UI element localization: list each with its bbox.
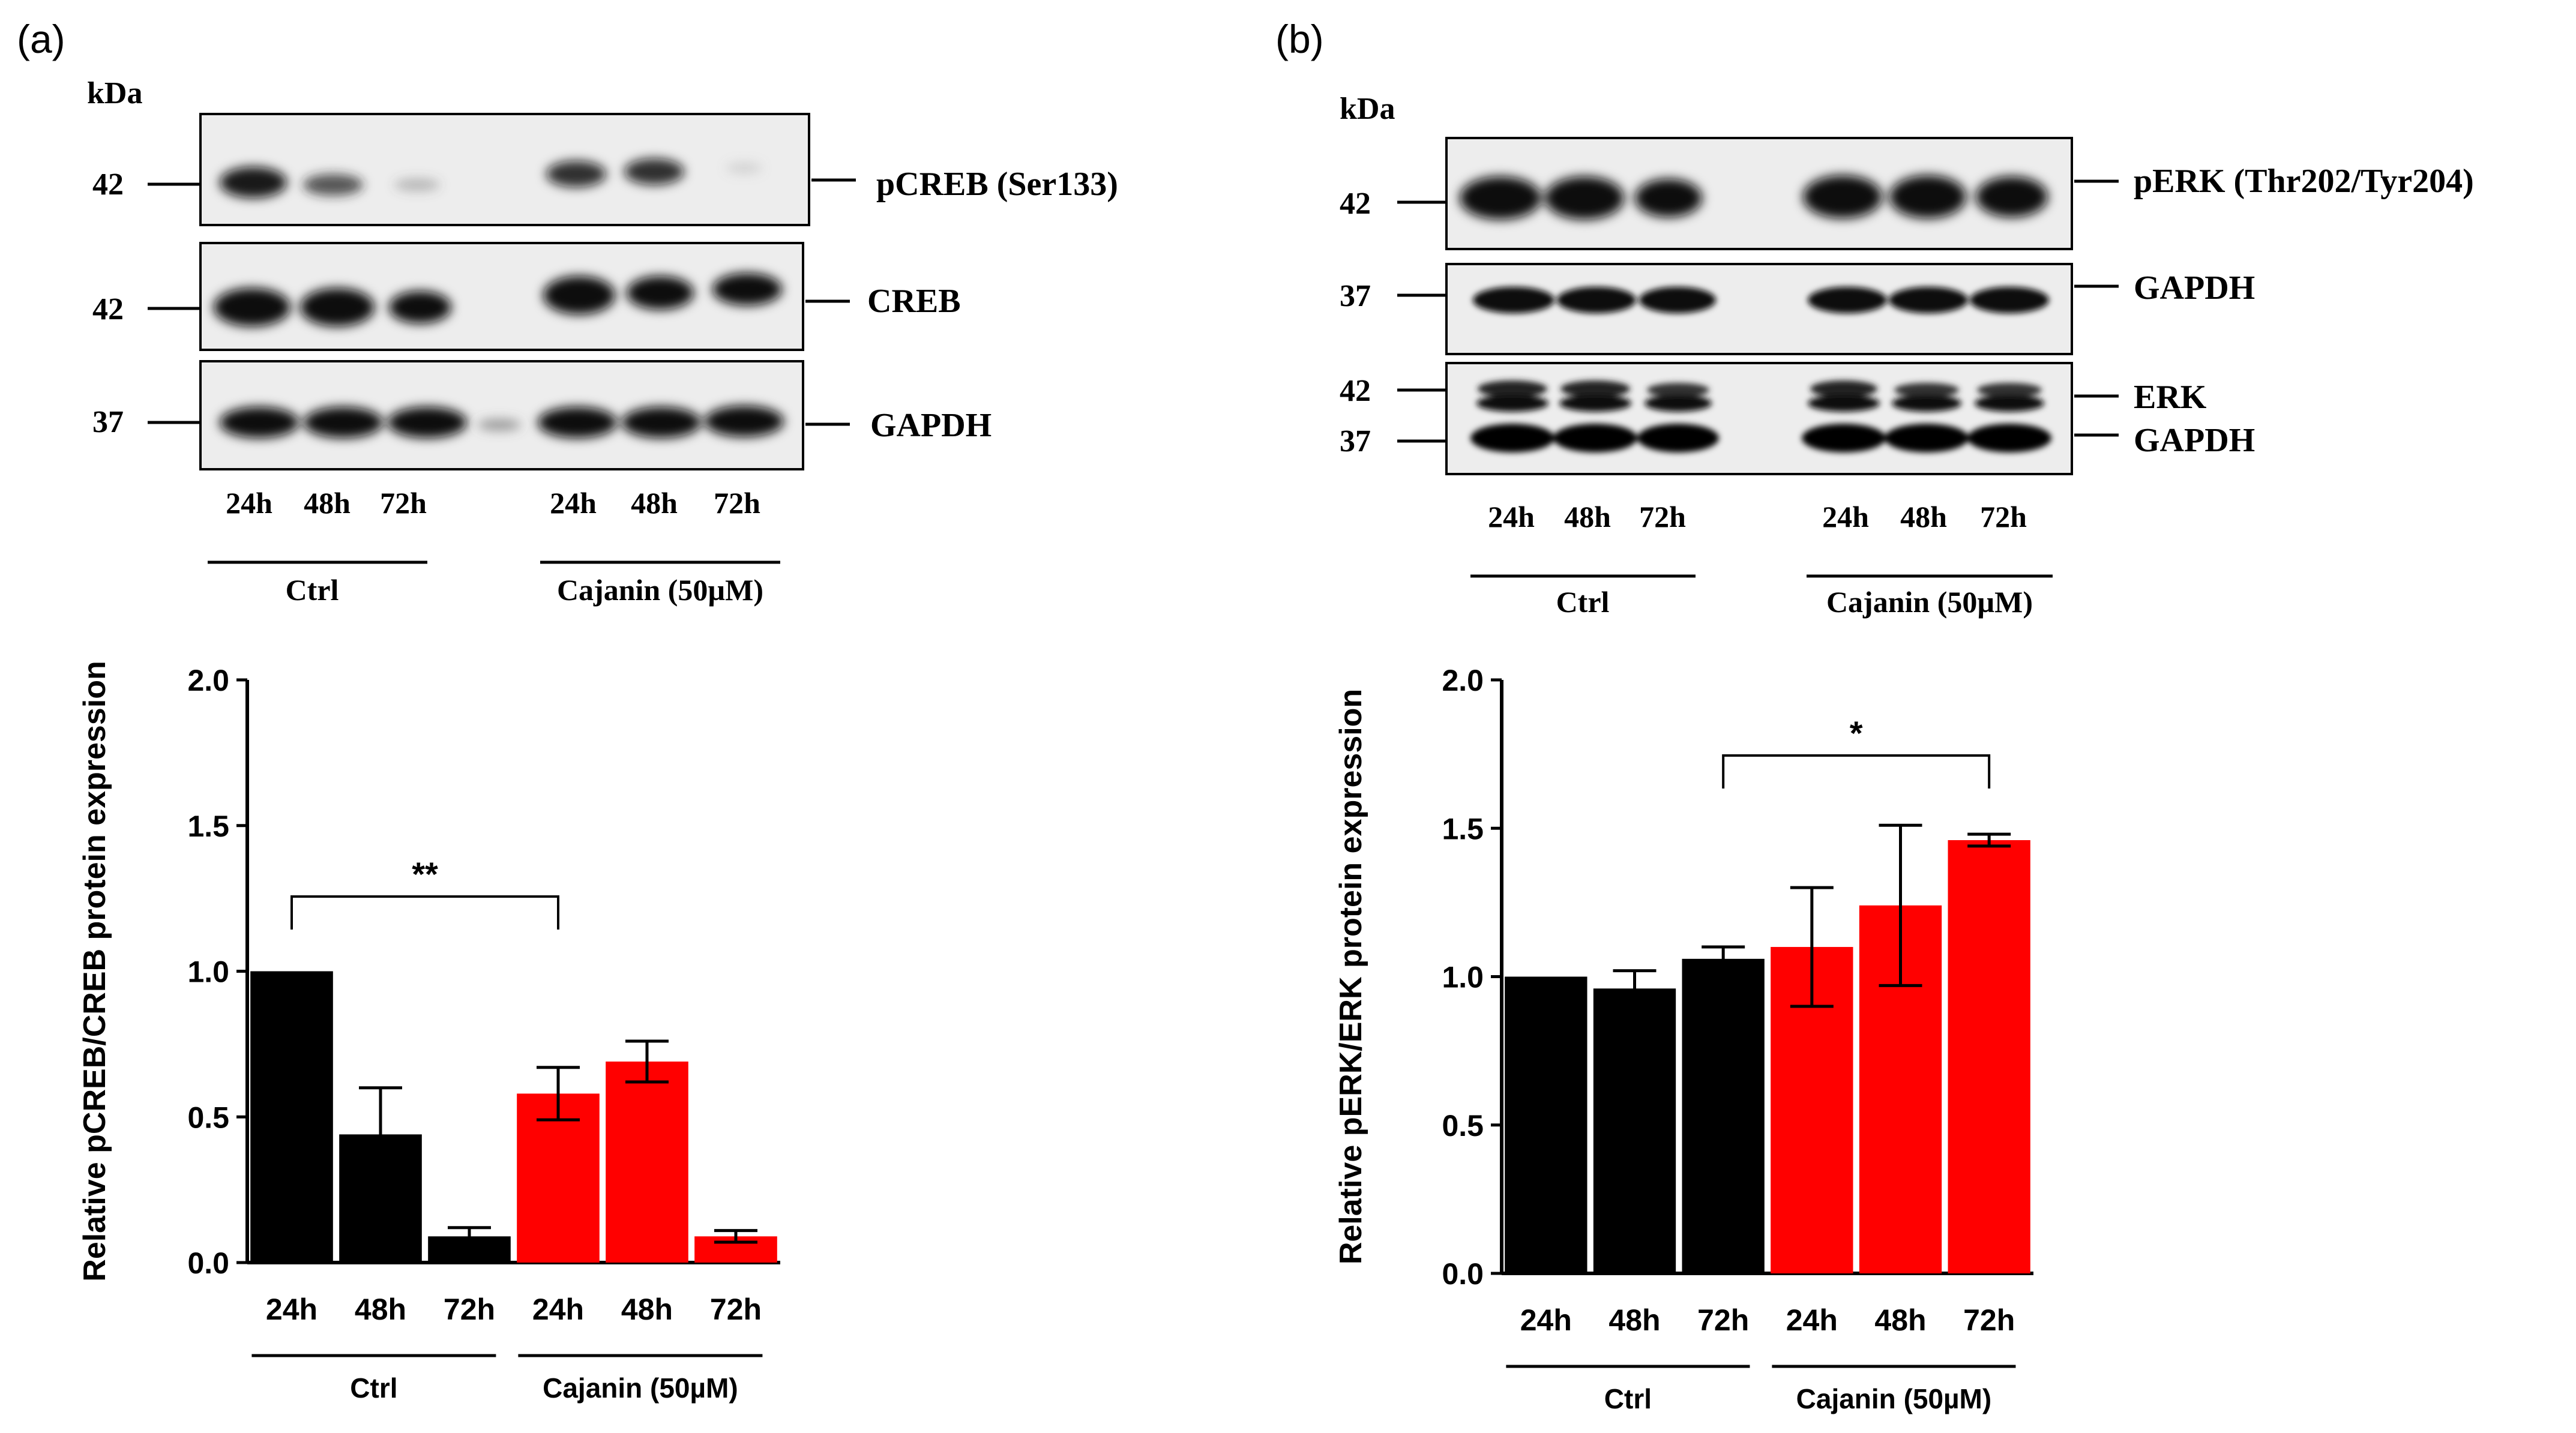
y-tick-label: 0.5	[1442, 1109, 1484, 1143]
panel-b-kda: kDa	[1340, 92, 1395, 126]
blot-creb	[199, 242, 804, 351]
blot-b-lane: 72h	[1980, 500, 2027, 533]
y-tick-label: 0.5	[187, 1101, 229, 1134]
blot-a-lane: 24h	[550, 486, 597, 520]
blot-b-group-cajanin: Cajanin (50µM)	[1826, 585, 2033, 619]
blot-gapdh-b-bands	[1473, 287, 2049, 313]
x-tick-label: 72h	[710, 1293, 762, 1326]
y-tick-label: 2.0	[1442, 664, 1484, 697]
blot-b-lane: 48h	[1564, 500, 1611, 533]
bar	[517, 1093, 600, 1263]
x-tick-label: 48h	[1874, 1303, 1926, 1337]
blot-erk	[1445, 362, 2073, 475]
blot-b-lane: 48h	[1900, 500, 1947, 533]
blot-erk-bands	[1470, 380, 2051, 452]
significance-bracket	[290, 895, 559, 930]
x-tick-label: 24h	[1786, 1303, 1838, 1337]
blot-a-lane: 48h	[631, 486, 678, 520]
y-tick-label: 1.5	[187, 810, 229, 843]
blot-creb-marker: 42	[92, 292, 124, 326]
significance-label: *	[1850, 714, 1863, 752]
blot-erk-marker-gapdh: 37	[1340, 424, 1371, 458]
y-tick-label: 0.0	[187, 1246, 229, 1280]
blot-gapdh-b-label: GAPDH	[2134, 269, 2255, 307]
group-label: Cajanin (50µM)	[1796, 1383, 1992, 1414]
significance-label: **	[412, 855, 438, 893]
x-tick-label: 72h	[1963, 1303, 2015, 1337]
blot-pcreb-bands	[220, 158, 762, 198]
y-tick-label: 1.0	[1442, 961, 1484, 994]
blot-erk-label-gapdh: GAPDH	[2134, 422, 2255, 459]
group-label: Ctrl	[1604, 1383, 1652, 1414]
significance-bracket	[1722, 754, 1991, 789]
blot-a-lane: 72h	[380, 486, 427, 520]
blot-a-lane: 24h	[226, 486, 272, 520]
blot-gapdh-a-marker: 37	[92, 405, 124, 439]
bar	[606, 1062, 688, 1263]
blot-gapdh-b	[1445, 263, 2073, 355]
x-tick-label: 48h	[1608, 1303, 1660, 1337]
panel-a: (a) kDa 42 pCREB (Ser133) 42 CREB	[17, 17, 1118, 1404]
panel-a-kda: kDa	[87, 76, 142, 110]
blot-a-lane: 48h	[304, 486, 351, 520]
blot-perk-label: pERK (Thr202/Tyr204)	[2134, 163, 2474, 200]
chart-b: 0.0 0.5 1.0 1.5 2.0 24h 48h 72h 24h 48h 72h Ctrl Caj…	[1334, 664, 2033, 1414]
bar	[1593, 988, 1676, 1273]
blot-gapdh-b-marker: 37	[1340, 279, 1371, 313]
blot-b-lanes: 24h 48h 72h 24h 48h 72h	[1488, 500, 2027, 533]
bar	[250, 971, 333, 1263]
group-label: Cajanin (50µM)	[543, 1372, 738, 1404]
blot-b-group-ctrl: Ctrl	[1556, 585, 1610, 619]
panel-b: (b) kDa 42 pERK (Thr202/Tyr204) 37	[1275, 17, 2474, 1414]
blot-a-group-cajanin: Cajanin (50µM)	[557, 573, 763, 607]
x-tick-label: 48h	[621, 1293, 673, 1326]
blot-perk-marker: 42	[1340, 187, 1371, 221]
blot-erk-label: ERK	[2134, 379, 2207, 416]
y-tick-label: 1.0	[187, 955, 229, 989]
x-tick-label: 24h	[532, 1293, 584, 1326]
blot-pcreb-marker: 42	[92, 167, 124, 202]
blot-a-lane: 72h	[714, 486, 760, 520]
panel-b-label: (b)	[1275, 17, 1324, 61]
x-tick-label: 72h	[1697, 1303, 1749, 1337]
blot-gapdh-a	[199, 360, 804, 470]
blot-b-lane: 24h	[1822, 500, 1869, 533]
bar	[1948, 840, 2030, 1273]
blot-creb-label: CREB	[867, 283, 961, 320]
blot-gapdh-a-bands	[220, 406, 784, 438]
y-tick-label: 2.0	[187, 664, 229, 697]
bar	[1505, 976, 1587, 1273]
blot-pcreb	[199, 113, 810, 226]
group-label: Ctrl	[350, 1372, 397, 1404]
blot-perk-bands	[1460, 175, 2048, 220]
x-tick-label: 72h	[444, 1293, 495, 1326]
y-tick-label: 1.5	[1442, 812, 1484, 846]
panel-a-label: (a)	[17, 17, 65, 61]
y-axis-label: Relative pERK/ERK protein expression	[1334, 689, 1368, 1264]
x-tick-label: 48h	[355, 1293, 406, 1326]
x-tick-label: 24h	[1520, 1303, 1572, 1337]
blot-gapdh-a-label: GAPDH	[870, 407, 992, 444]
blot-pcreb-label: pCREB (Ser133)	[876, 166, 1118, 203]
y-tick-label: 0.0	[1442, 1257, 1484, 1291]
y-axis-label: Relative pCREB/CREB protein expression	[77, 661, 112, 1281]
chart-a: 0.0 0.5 1.0 1.5 2.0 24h 48h 72h 24h 48h 72h Ctrl Caj…	[77, 661, 780, 1404]
blot-erk-marker: 42	[1340, 374, 1371, 408]
blot-b-lane: 72h	[1639, 500, 1686, 533]
blot-a-group-ctrl: Ctrl	[286, 573, 339, 607]
blot-a-lanes: 24h 48h 72h 24h 48h 72h	[226, 486, 760, 520]
blot-perk	[1445, 137, 2073, 250]
bar	[1682, 958, 1765, 1273]
blot-creb-bands	[214, 273, 782, 326]
x-tick-label: 24h	[266, 1293, 317, 1326]
blot-b-lane: 24h	[1488, 500, 1535, 533]
